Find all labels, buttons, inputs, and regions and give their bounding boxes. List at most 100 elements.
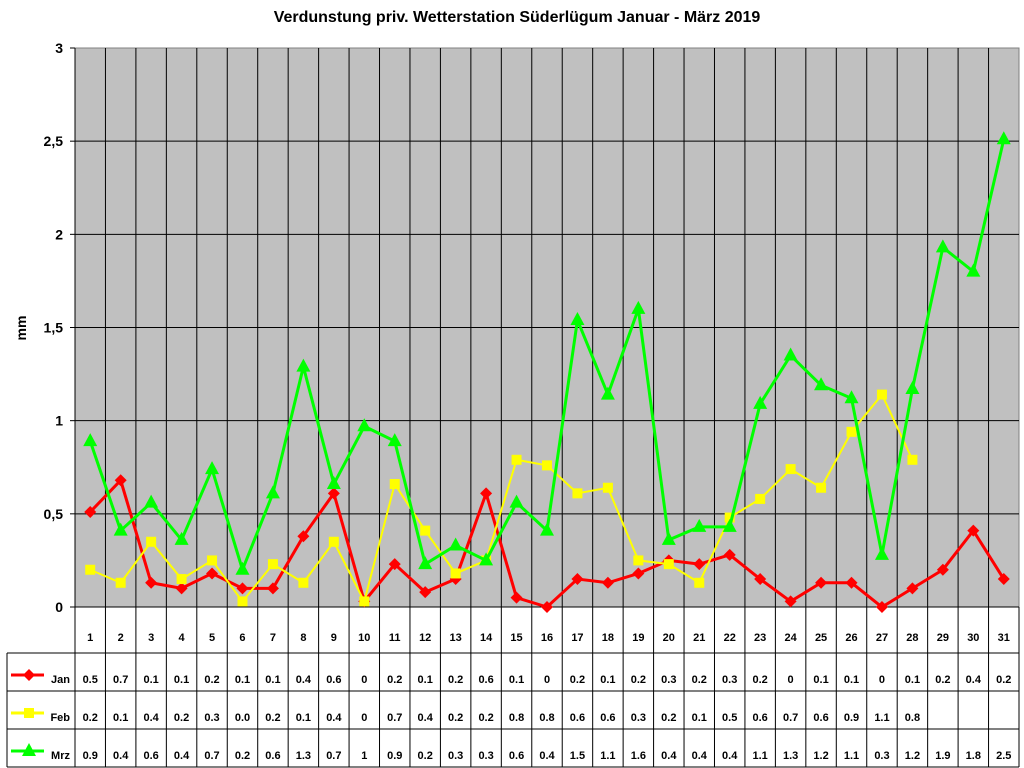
data-point-triangle-icon xyxy=(326,476,341,490)
data-point-square-icon xyxy=(846,426,857,437)
data-point-diamond-icon xyxy=(206,567,219,580)
table-cell: 1.1 xyxy=(753,750,768,762)
data-point-diamond-icon xyxy=(327,487,340,500)
table-cell: 0.2 xyxy=(753,674,768,686)
data-table: Jan 0.5 0.7 0.1 0.1 0.2 0.1 0.1 0.4 0.6 0 0.2 0.1 0.2… xyxy=(6,652,1019,768)
data-point-diamond-icon xyxy=(997,573,1010,586)
table-cell: 2.5 xyxy=(996,750,1011,762)
data-point-diamond-icon xyxy=(388,558,401,571)
table-cell: 0.6 xyxy=(326,674,341,686)
series-jan xyxy=(84,474,1010,613)
table-cell: 0.3 xyxy=(661,674,676,686)
table-cell: 0.3 xyxy=(204,712,219,724)
data-point-triangle-icon xyxy=(479,552,494,566)
data-point-triangle-icon xyxy=(509,494,524,508)
table-cell: 0.9 xyxy=(844,712,859,724)
table-cell: 0 xyxy=(788,674,794,686)
data-point-diamond-icon xyxy=(541,601,553,613)
x-tick-label: 22 xyxy=(724,632,736,644)
x-tick-label: 16 xyxy=(541,632,553,644)
table-cell: 0.9 xyxy=(387,750,402,762)
table-cell: 0.0 xyxy=(235,712,250,724)
data-point-diamond-icon xyxy=(297,530,310,543)
table-cell: 0.1 xyxy=(143,674,158,686)
table-cell: 0.1 xyxy=(509,674,524,686)
legend-marker-square-icon xyxy=(24,708,34,718)
data-point-square-icon xyxy=(785,464,796,475)
table-cell: 0.2 xyxy=(387,674,402,686)
y-tick-label: 1 xyxy=(55,413,63,429)
x-tick-label: 4 xyxy=(179,632,186,644)
data-point-triangle-icon xyxy=(387,433,402,447)
data-point-square-icon xyxy=(907,454,918,465)
data-point-triangle-icon xyxy=(692,518,707,532)
table-cell: 0 xyxy=(544,674,550,686)
x-tick-label: 15 xyxy=(510,632,522,644)
x-tick-label: 1 xyxy=(87,632,93,644)
table-cell: 0.3 xyxy=(874,750,889,762)
data-point-diamond-icon xyxy=(266,582,279,595)
data-point-square-icon xyxy=(602,482,613,493)
data-point-triangle-icon xyxy=(357,418,372,432)
y-tick-label: 1,5 xyxy=(44,320,64,336)
series-mrz xyxy=(83,131,1011,575)
table-cell: 0.1 xyxy=(905,674,920,686)
table-cell: 0.2 xyxy=(418,750,433,762)
table-cell: 1.1 xyxy=(874,712,889,724)
data-point-diamond-icon xyxy=(815,576,828,589)
data-point-diamond-icon xyxy=(480,487,493,500)
table-cell: 0.1 xyxy=(296,712,311,724)
table-cell: 0.6 xyxy=(813,712,828,724)
data-point-square-icon xyxy=(450,568,461,579)
data-point-diamond-icon xyxy=(906,582,919,595)
data-point-square-icon xyxy=(755,493,766,504)
data-point-diamond-icon xyxy=(784,595,797,608)
x-tick-label: 14 xyxy=(480,632,493,644)
chart-title: Verdunstung priv. Wetterstation Süderlüg… xyxy=(273,9,761,26)
table-cell: 0.3 xyxy=(722,674,737,686)
table-cell: 0.4 xyxy=(113,750,129,762)
table-cell: 0.1 xyxy=(265,674,280,686)
data-point-diamond-icon xyxy=(571,573,584,586)
data-point-triangle-icon xyxy=(661,531,676,545)
table-cell: 0.1 xyxy=(813,674,828,686)
data-point-triangle-icon xyxy=(540,522,554,536)
data-point-triangle-icon xyxy=(296,358,311,372)
table-cell: 0.2 xyxy=(448,712,463,724)
data-point-triangle-icon xyxy=(418,556,433,570)
table-cell: 0.1 xyxy=(844,674,859,686)
data-point-square-icon xyxy=(328,536,339,547)
data-point-square-icon xyxy=(207,555,218,566)
table-cell: 1.9 xyxy=(935,750,950,762)
table-cell: 0.3 xyxy=(448,750,463,762)
x-tick-label: 19 xyxy=(632,632,644,644)
table-cell: 0.4 xyxy=(661,750,677,762)
table-cell: 1.1 xyxy=(600,750,615,762)
table-cell: 0.1 xyxy=(113,712,128,724)
data-point-square-icon xyxy=(85,564,96,575)
data-point-square-icon xyxy=(176,574,187,585)
table-cell: 0.1 xyxy=(235,674,250,686)
table-cell: 0.4 xyxy=(143,712,159,724)
gridlines: 0 0,5 1 1,5 2 2,5 3 xyxy=(44,40,1019,767)
data-point-triangle-icon xyxy=(265,485,280,499)
x-tick-label: 26 xyxy=(845,632,857,644)
data-point-diamond-icon xyxy=(419,586,432,599)
table-cell: 1.8 xyxy=(966,750,981,762)
data-point-square-icon xyxy=(511,454,522,465)
table-cell: 0.9 xyxy=(83,750,98,762)
y-tick-label: 0 xyxy=(55,599,63,615)
data-point-diamond-icon xyxy=(145,576,158,589)
table-cell: 0.6 xyxy=(570,712,585,724)
table-cell: 0.4 xyxy=(692,750,708,762)
data-point-triangle-icon xyxy=(753,395,768,409)
y-axis-label: mm xyxy=(13,316,29,341)
data-point-square-icon xyxy=(694,577,705,588)
x-tick-label: 17 xyxy=(571,632,583,644)
data-point-triangle-icon xyxy=(448,537,463,551)
x-tick-label: 12 xyxy=(419,632,431,644)
data-point-triangle-icon xyxy=(905,380,920,394)
data-point-triangle-icon xyxy=(570,312,585,326)
